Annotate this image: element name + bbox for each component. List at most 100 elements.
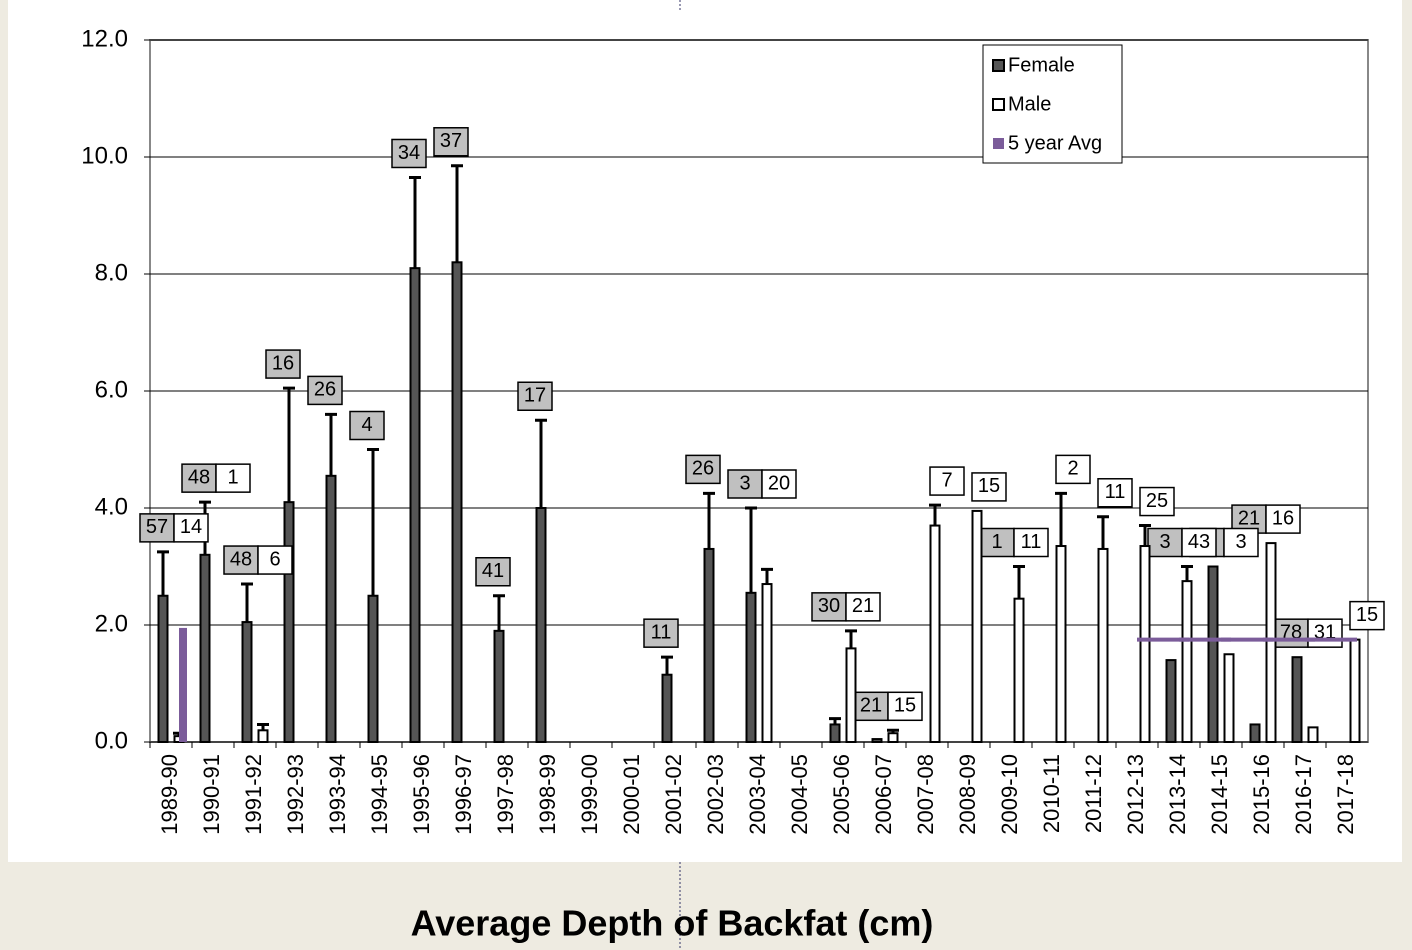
x-tick-label: 1993-94	[325, 754, 350, 835]
error-bar	[761, 567, 773, 585]
data-label: 1	[991, 531, 1002, 553]
x-tick-label: 1998-99	[535, 754, 560, 835]
data-label-box	[929, 466, 965, 496]
error-bar	[703, 491, 715, 549]
error-bar	[1097, 515, 1109, 549]
x-tick-label: 2015-16	[1249, 754, 1274, 835]
legend-swatch	[993, 138, 1004, 149]
x-tick-label: 2017-18	[1333, 754, 1358, 835]
y-tick-label: 4.0	[95, 493, 128, 520]
error-bar	[829, 717, 841, 725]
bar	[493, 629, 505, 743]
x-tick-label: 2000-01	[619, 754, 644, 835]
error-bar	[367, 448, 379, 596]
data-label-box	[349, 410, 385, 441]
y-tick-label: 10.0	[81, 142, 128, 169]
data-label-box	[307, 375, 343, 406]
data-label-box	[1055, 454, 1091, 485]
data-label: 41	[482, 560, 504, 582]
bar	[1223, 653, 1235, 743]
data-label: 21	[852, 595, 874, 617]
x-tick-label: 1995-96	[409, 754, 434, 835]
legend-box	[982, 44, 1123, 164]
x-tick-label: 1994-95	[367, 754, 392, 835]
data-label: 20	[768, 472, 790, 494]
error-bar	[1181, 565, 1193, 582]
bar	[871, 738, 883, 744]
error-bar	[535, 418, 547, 508]
data-label-box	[139, 513, 175, 543]
data-label: 48	[230, 548, 252, 570]
error-bar	[745, 506, 757, 593]
x-tick-label: 2008-09	[955, 754, 980, 835]
x-tick-label: 2004-05	[787, 754, 812, 835]
data-label-box	[1349, 600, 1385, 631]
data-label: 48	[188, 466, 210, 488]
error-bar	[493, 594, 505, 631]
data-label: 11	[651, 621, 672, 643]
error-bar	[1139, 524, 1151, 547]
x-tick-label: 2001-02	[661, 754, 686, 835]
data-label-box	[1223, 527, 1259, 558]
data-label: 7	[941, 469, 952, 491]
data-label-box	[1147, 527, 1183, 558]
bar	[1097, 547, 1109, 744]
x-tick-label: 1989-90	[157, 754, 182, 835]
bar	[761, 583, 773, 743]
legend-label: Male	[1008, 93, 1051, 115]
chart-title: Average Depth of Backfat (cm)	[411, 903, 934, 944]
error-bar	[929, 503, 941, 526]
data-label: 26	[692, 458, 714, 480]
x-tick-label: 1997-98	[493, 754, 518, 835]
x-tick-label: 2006-07	[871, 754, 896, 835]
data-label-box	[181, 463, 217, 493]
bar	[1165, 659, 1177, 743]
y-tick-label: 2.0	[95, 610, 128, 637]
error-bar	[845, 629, 857, 649]
error-bar	[325, 412, 337, 476]
x-tick-label: 2002-03	[703, 754, 728, 835]
data-label-box	[265, 349, 301, 379]
error-bar	[283, 386, 295, 503]
data-label: 3	[1235, 531, 1246, 553]
data-label-box	[643, 618, 679, 648]
bar	[535, 507, 547, 743]
bar	[1013, 597, 1025, 743]
data-label-box	[979, 527, 1015, 558]
x-tick-label: 2005-06	[829, 754, 854, 835]
data-label-box	[727, 469, 763, 499]
error-bar	[451, 164, 463, 263]
data-label-box	[887, 691, 923, 722]
bar	[887, 732, 899, 743]
bar	[745, 591, 757, 744]
data-label: 57	[146, 516, 168, 538]
data-label-box	[811, 592, 847, 622]
error-bar	[409, 175, 421, 269]
bar	[1139, 545, 1151, 744]
x-tick-label: 2014-15	[1207, 754, 1232, 835]
avg-bar	[179, 627, 187, 742]
bar	[241, 621, 253, 744]
data-label-box	[1013, 527, 1049, 558]
bar	[1207, 565, 1219, 743]
data-label-box	[971, 472, 1007, 502]
bar	[661, 673, 673, 743]
data-label: 15	[894, 695, 916, 717]
x-tick-label: 1996-97	[451, 754, 476, 835]
bar	[325, 474, 337, 743]
data-label-box	[1265, 504, 1301, 534]
data-label-box	[685, 454, 721, 485]
data-label-box	[517, 381, 553, 411]
bar	[1349, 638, 1361, 743]
data-label-box	[223, 545, 259, 575]
bar	[409, 267, 421, 743]
data-label: 21	[860, 695, 882, 717]
error-bar	[1013, 565, 1025, 599]
error-bar	[887, 728, 899, 734]
bar	[199, 553, 211, 743]
data-label: 16	[272, 352, 294, 374]
data-label: 1	[227, 466, 238, 488]
data-label-box	[173, 513, 209, 543]
data-label-box	[1307, 618, 1343, 648]
